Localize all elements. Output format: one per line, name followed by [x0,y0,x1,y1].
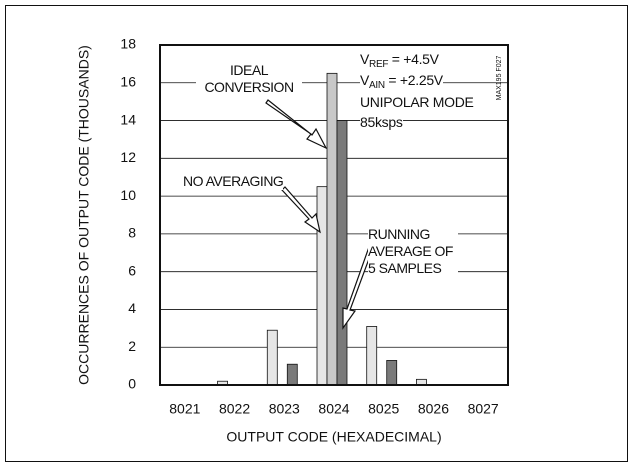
condition: VAIN = +2.25V [360,71,443,95]
x-tick-label: 8021 [169,401,200,417]
arrow [265,99,328,150]
x-tick-label: 8027 [468,401,499,417]
x-tick-label: 8026 [418,401,449,417]
subscript: AIN [369,80,385,91]
y-tick-label: 8 [128,225,136,241]
arrow [281,186,321,234]
series-label: RUNNING AVERAGE OF 5 SAMPLES [368,226,458,277]
y-tick-label: 6 [128,262,136,278]
bar [316,186,328,386]
symbol: V [360,72,370,88]
value: = +4.5V [388,51,439,67]
bar [366,326,378,386]
figure-id: MAX195 F027 [496,56,503,101]
series-label: NO AVERAGING [183,173,284,190]
y-tick-label: 14 [120,111,136,127]
frame [5,5,628,462]
y-tick-label: 10 [120,187,136,203]
y-tick-label: 18 [120,36,136,52]
series-label: IDEAL CONVERSION [196,62,302,96]
bar [266,329,278,386]
subscript: REF [369,59,389,70]
x-tick-label: 8025 [368,401,399,417]
x-tick-label: 8023 [269,401,300,417]
x-axis-label: OUTPUT CODE (HEXADECIMAL) [226,429,441,445]
bar [326,72,338,386]
bar [286,363,298,386]
x-tick-label: 8024 [318,401,349,417]
arrow [342,246,374,330]
y-tick-label: 2 [128,338,136,354]
y-axis-label: OCCURRENCES OF OUTPUT CODE (THOUSANDS) [76,45,92,385]
rate: 85ksps [360,113,403,132]
y-tick-label: 16 [120,73,136,89]
y-tick-label: 12 [120,149,136,165]
y-tick-label: 4 [128,300,136,316]
y-tick-label: 0 [128,376,136,392]
mode: UNIPOLAR MODE [360,93,474,112]
plot-border [159,44,509,386]
bar [386,360,398,386]
x-tick-label: 8022 [219,401,250,417]
value: = +2.25V [384,72,443,88]
symbol: V [360,51,370,67]
arrows [265,99,374,330]
condition: VREF = +4.5V [360,50,439,74]
bar [336,120,348,386]
